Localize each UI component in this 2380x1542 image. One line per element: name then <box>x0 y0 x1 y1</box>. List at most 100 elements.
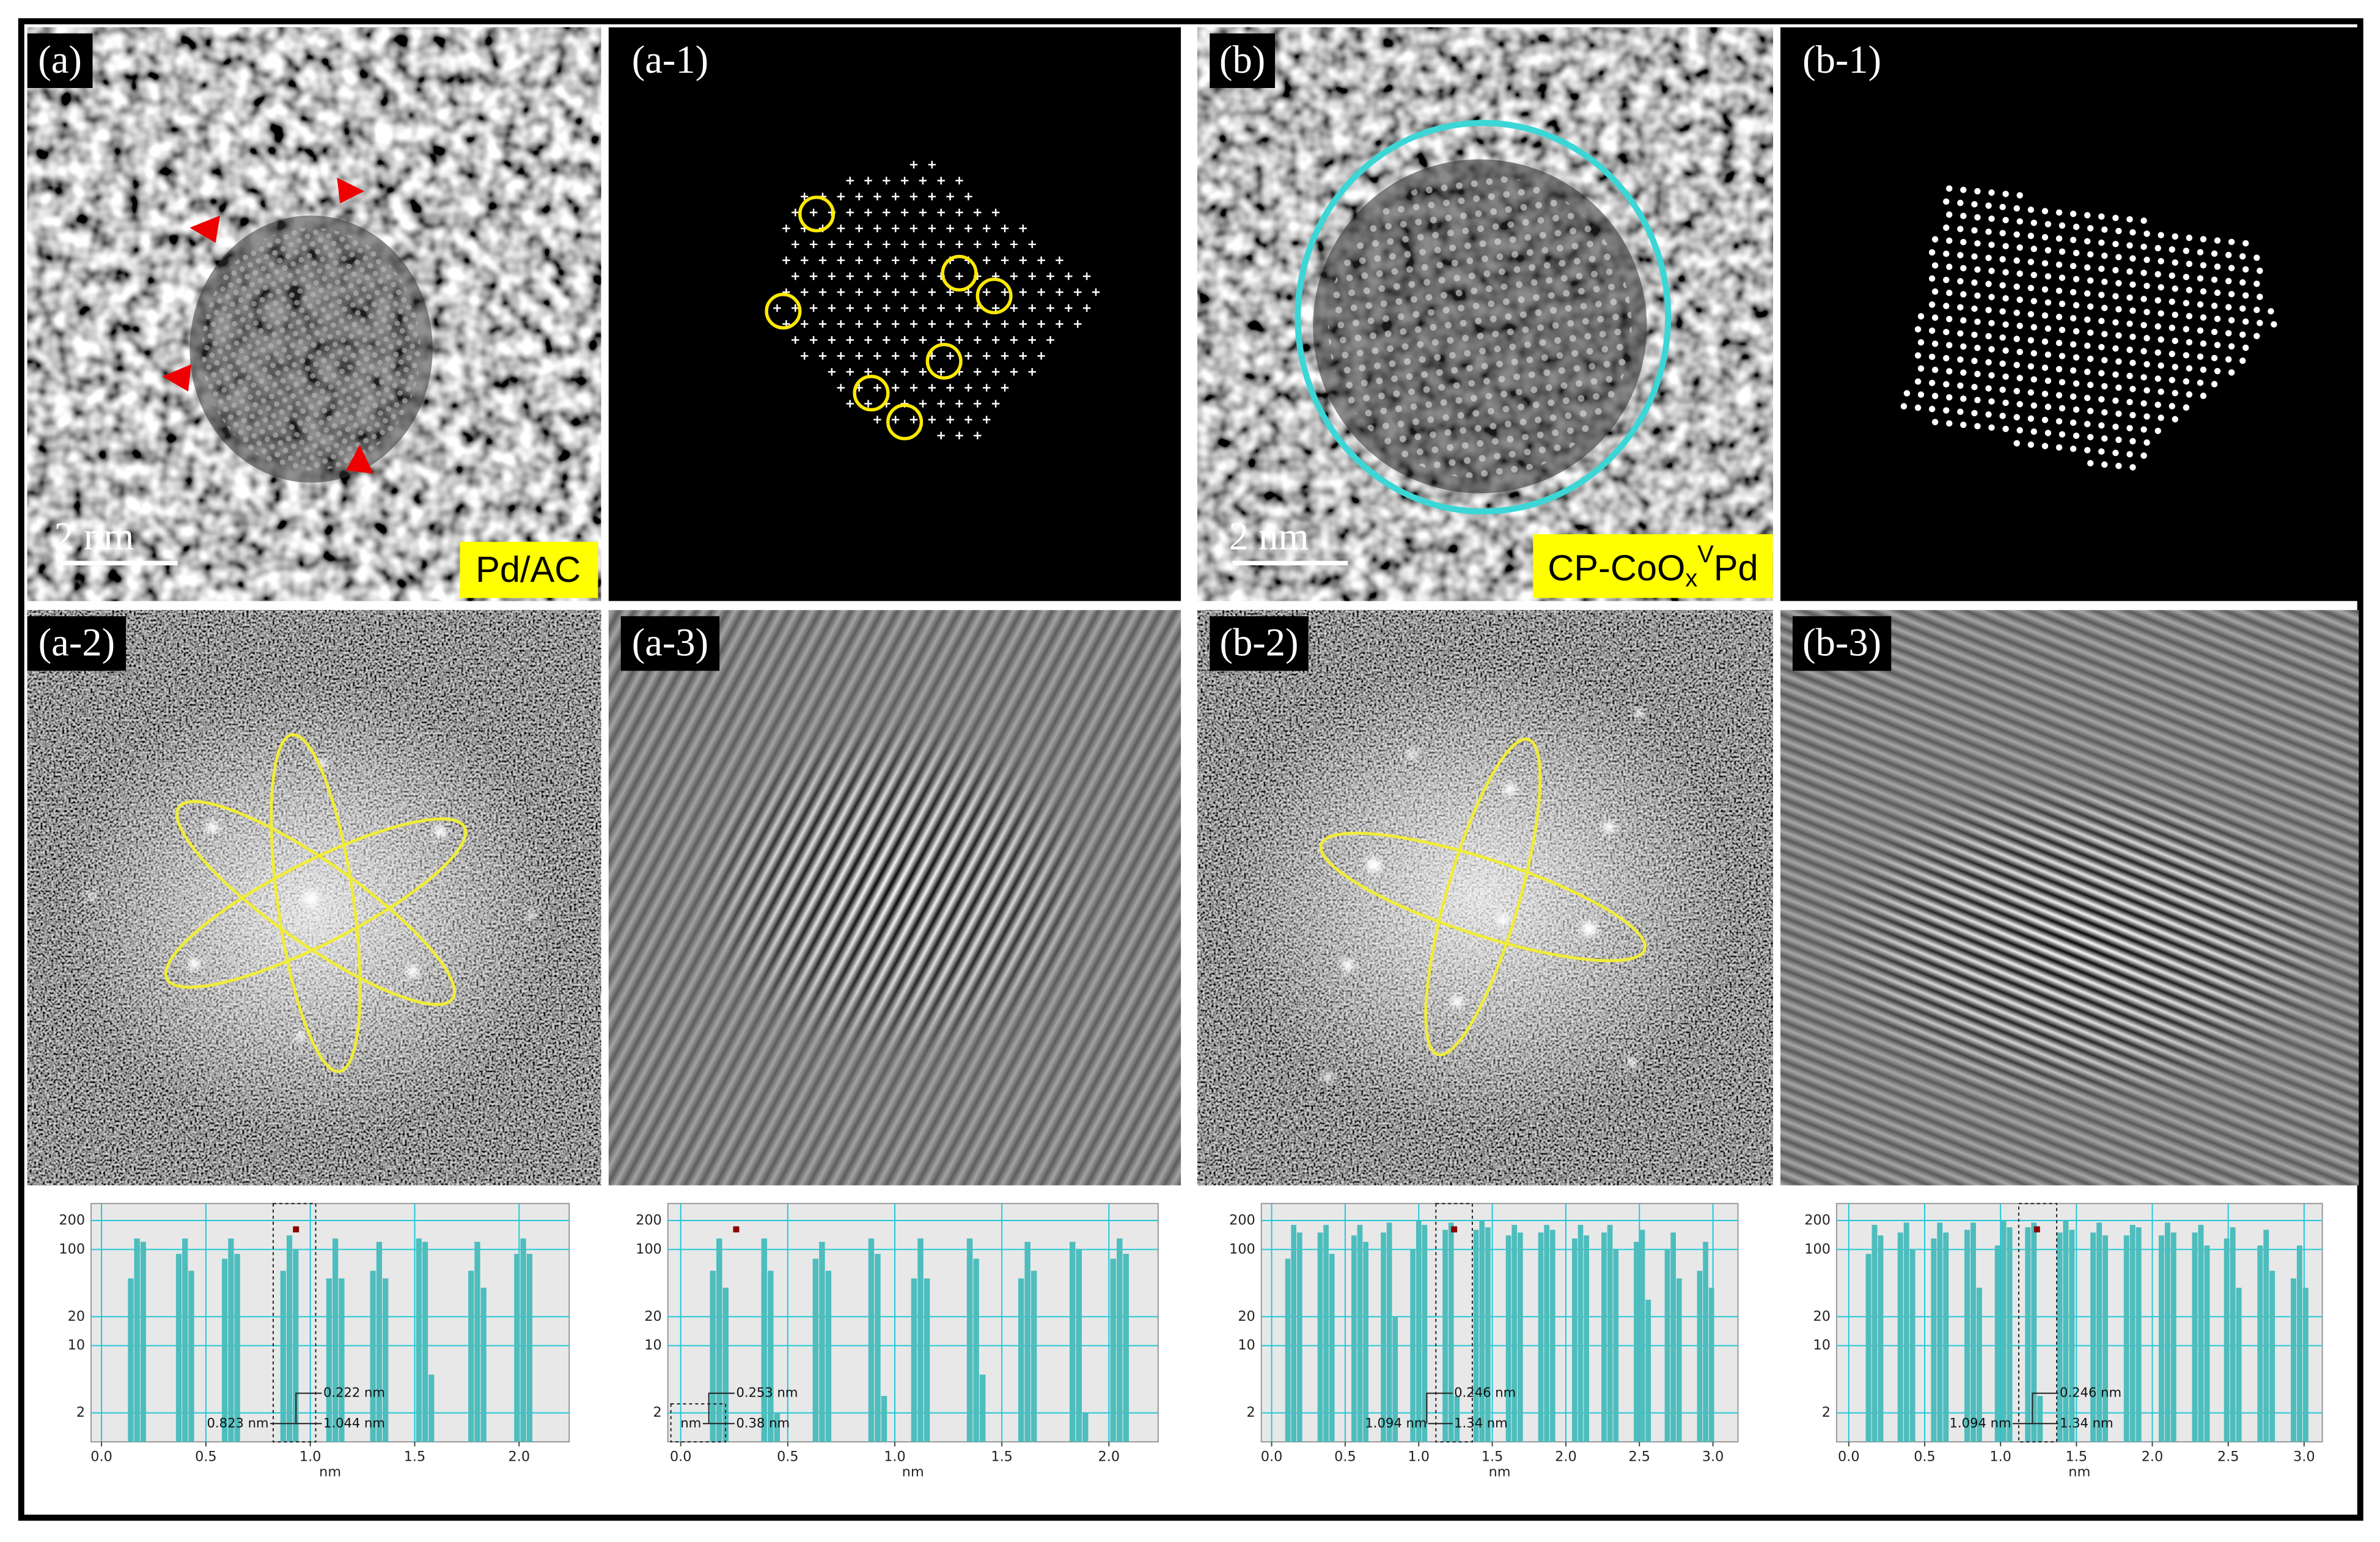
lattice-point <box>1037 352 1045 360</box>
atom-dot <box>2143 282 2150 290</box>
atom-dot <box>1928 249 1936 256</box>
lattice-point <box>846 208 854 216</box>
lattice-point <box>1046 336 1054 344</box>
lattice-point <box>909 161 918 169</box>
lattice-point <box>1019 256 1027 265</box>
bar <box>1024 1241 1030 1442</box>
atom-dot <box>1999 360 2006 367</box>
y-tick-label: 2 <box>1822 1404 1831 1420</box>
bar <box>2158 1235 2164 1442</box>
annotation: 0.246 nm <box>1454 1385 1516 1400</box>
atom-dot <box>2073 302 2080 309</box>
lattice-point <box>883 177 891 185</box>
atom-dot <box>1931 340 1939 347</box>
bar <box>761 1238 768 1442</box>
atom-dot <box>2228 238 2235 246</box>
bar <box>1505 1235 1511 1442</box>
bar <box>2096 1222 2103 1442</box>
atom-dot <box>1928 353 1936 361</box>
atom-dot <box>2211 276 2218 283</box>
atom-dot <box>2112 266 2119 274</box>
lattice-point <box>855 320 863 328</box>
atom-dot <box>2253 306 2260 314</box>
lattice-point <box>818 352 827 360</box>
lattice-point <box>1082 272 1091 281</box>
atom-dot <box>2211 354 2218 362</box>
atom-dot <box>2129 333 2136 340</box>
atom-dot <box>2112 345 2119 352</box>
atom-dot <box>2070 288 2077 296</box>
atom-dot <box>2115 332 2122 339</box>
atom-dot <box>2059 248 2066 255</box>
annotation: 0.253 nm <box>736 1385 798 1400</box>
atom-dot <box>1943 381 1950 387</box>
atom-dot <box>1945 237 1953 244</box>
atom-dot <box>2070 393 2077 400</box>
bar <box>2057 1232 2063 1442</box>
lattice-point <box>919 400 927 408</box>
atom-dot <box>2002 399 2009 406</box>
atom-dot <box>2059 300 2066 307</box>
atom-dot <box>2013 283 2020 290</box>
lattice-point <box>919 208 927 216</box>
atom-dot <box>2143 256 2150 263</box>
bar <box>1485 1227 1491 1442</box>
atom-dot <box>2098 422 2105 429</box>
lattice-point <box>983 384 991 392</box>
y-tick-label: 200 <box>1229 1212 1255 1228</box>
bar <box>1538 1232 1544 1442</box>
lattice-point <box>937 240 945 249</box>
lattice-point <box>983 352 991 360</box>
lattice-point <box>991 400 1000 408</box>
measure-bracket <box>1426 1392 1453 1425</box>
atom-dot <box>2087 460 2094 467</box>
atom-dot <box>2016 427 2023 434</box>
atom-dot <box>1960 291 1967 298</box>
atom-dot <box>2030 428 2037 435</box>
atom-dot <box>2084 420 2091 428</box>
atom-dot <box>2055 340 2063 347</box>
atom-dot <box>1957 304 1964 311</box>
lattice-point <box>809 336 818 344</box>
bar <box>924 1278 930 1442</box>
atom-dot <box>2115 436 2122 443</box>
bar <box>2069 1230 2075 1442</box>
atom-dot <box>1928 327 1936 334</box>
annotation: 1.094 nm <box>1950 1415 2011 1430</box>
atom-dot <box>2126 425 2133 431</box>
atom-dot <box>1988 424 1995 431</box>
atom-dot <box>1943 354 1950 362</box>
bar <box>1511 1225 1518 1442</box>
lattice-point <box>837 384 845 392</box>
atom-dot <box>1999 308 2006 315</box>
lattice-point <box>892 416 900 424</box>
atom-dot <box>1974 292 1981 299</box>
x-tick-label: 2.0 <box>1098 1448 1120 1464</box>
lattice-point <box>855 193 863 200</box>
lattice-point <box>837 320 845 328</box>
atom-dot <box>2030 298 2037 304</box>
lattice-point <box>928 224 936 232</box>
bar <box>140 1241 147 1442</box>
annotation: 0.246 nm <box>2060 1385 2121 1400</box>
atom-dot <box>2013 336 2020 342</box>
atom-dot <box>2214 289 2221 296</box>
atom-dot <box>2143 361 2150 368</box>
atom-dot <box>2101 461 2108 468</box>
lattice-point <box>1001 224 1009 232</box>
atom-dot <box>2112 319 2119 326</box>
lattice-point <box>892 256 900 265</box>
atom-dot <box>2002 243 2009 250</box>
bar <box>1076 1249 1082 1442</box>
lattice-point <box>964 320 972 328</box>
atom-dot <box>1960 421 1967 428</box>
sample-label-sup: V <box>1697 540 1714 567</box>
atom-dot <box>2101 357 2108 364</box>
atom-dot <box>1928 301 1936 308</box>
atom-dot <box>1960 265 1967 272</box>
atom-dot <box>2186 313 2193 320</box>
lattice-point <box>900 272 909 281</box>
atom-dot <box>2055 418 2063 425</box>
annotation: nm <box>680 1415 701 1430</box>
